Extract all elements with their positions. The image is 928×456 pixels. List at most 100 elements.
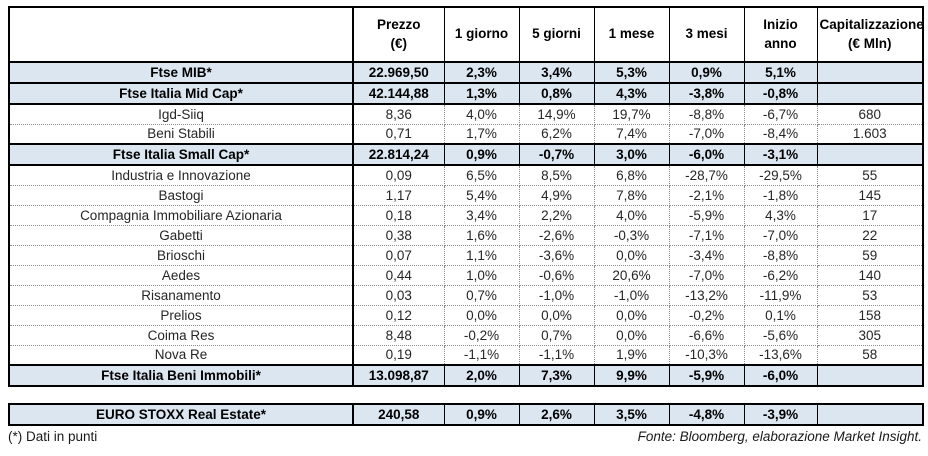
- cell-1-mese: 0,0%: [593, 324, 670, 346]
- eurostoxx-table: EURO STOXX Real Estate* 240,58 0,9% 2,6%…: [8, 403, 924, 426]
- cell-5-giorni: -0,6%: [518, 264, 595, 286]
- cell-5-giorni: 0,8%: [518, 82, 595, 105]
- cell-1-giorno: -0,2%: [443, 324, 520, 346]
- cell-1-giorno: 1,0%: [443, 264, 520, 286]
- cell-inizio-anno: -29,5%: [743, 164, 818, 186]
- cell-1-mese: 4,3%: [593, 82, 670, 105]
- cell-1-giorno: 5,4%: [443, 184, 520, 206]
- cell-capitalizzazione: 53: [816, 284, 924, 306]
- table-row: Aedes 0,44 1,0% -0,6% 20,6% -7,0% -6,2% …: [8, 264, 924, 286]
- cell-3-mesi: -7,1%: [668, 224, 745, 246]
- header-row: Prezzo (€) 1 giorno 5 giorni 1 mese 3 mes…: [8, 6, 924, 63]
- cell-1-mese: 5,3%: [593, 61, 670, 84]
- cell-name: Risanamento: [8, 284, 354, 306]
- header-1-mese: 1 mese: [593, 6, 670, 63]
- cell-capitalizzazione: 158: [816, 304, 924, 326]
- table-row: Ftse Italia Beni Immobili* 13.098,87 2,0…: [8, 364, 924, 387]
- cell-name: Ftse Italia Small Cap*: [8, 143, 354, 166]
- cell-capitalizzazione: 55: [816, 164, 924, 186]
- cell-inizio-anno: -7,0%: [743, 224, 818, 246]
- cell-capitalizzazione: 680: [816, 103, 924, 125]
- cell-5-giorni: 3,4%: [518, 61, 595, 84]
- cell-5-giorni: 4,9%: [518, 184, 595, 206]
- cell-3-mesi: -7,0%: [668, 264, 745, 286]
- cell-3-mesi: -3,8%: [668, 82, 745, 105]
- cell-1-mese: -0,3%: [593, 224, 670, 246]
- table-row: Igd-Siiq 8,36 4,0% 14,9% 19,7% -8,8% -6,…: [8, 103, 924, 125]
- cell-inizio-anno: -8,8%: [743, 244, 818, 266]
- cell-1-mese: -1,0%: [593, 284, 670, 306]
- header-name: [8, 6, 354, 63]
- cell-name: Prelios: [8, 304, 354, 326]
- cell-3-mesi: -5,9%: [668, 364, 745, 387]
- cell-3-mesi: -7,0%: [668, 123, 745, 145]
- cell-name: Industria e Innovazione: [8, 164, 354, 186]
- cell-inizio-anno: -5,6%: [743, 324, 818, 346]
- cell-1-mese: 7,8%: [593, 184, 670, 206]
- cell-1-giorno: -1,1%: [443, 344, 520, 366]
- cell-name: EURO STOXX Real Estate*: [8, 403, 354, 426]
- cell-3-mesi: -13,2%: [668, 284, 745, 306]
- cell-3-mesi: -10,3%: [668, 344, 745, 366]
- cell-5-giorni: 14,9%: [518, 103, 595, 125]
- table-row: Beni Stabili 0,71 1,7% 6,2% 7,4% -7,0% -…: [8, 123, 924, 145]
- cell-1-mese: 9,9%: [593, 364, 670, 387]
- cell-prezzo: 0,44: [352, 264, 445, 286]
- cell-prezzo: 0,19: [352, 344, 445, 366]
- cell-3-mesi: -5,9%: [668, 204, 745, 226]
- cell-capitalizzazione: [816, 82, 924, 105]
- cell-inizio-anno: 5,1%: [743, 61, 818, 84]
- cell-capitalizzazione: [816, 143, 924, 166]
- cell-1-mese: 0,0%: [593, 304, 670, 326]
- cell-1-mese: 3,0%: [593, 143, 670, 166]
- cell-3-mesi: -0,2%: [668, 304, 745, 326]
- table-row: Ftse Italia Mid Cap* 42.144,88 1,3% 0,8%…: [8, 82, 924, 105]
- cell-5-giorni: 2,6%: [518, 403, 595, 426]
- cell-inizio-anno: -1,8%: [743, 184, 818, 206]
- header-capitalizzazione-line2: (€ Mln): [848, 35, 892, 51]
- cell-name: Compagnia Immobiliare Azionaria: [8, 204, 354, 226]
- cell-1-giorno: 1,1%: [443, 244, 520, 266]
- header-prezzo: Prezzo (€): [352, 6, 445, 63]
- cell-inizio-anno: -3,1%: [743, 143, 818, 166]
- cell-name: Nova Re: [8, 344, 354, 366]
- cell-prezzo: 240,58: [352, 403, 445, 426]
- cell-prezzo: 0,03: [352, 284, 445, 306]
- cell-5-giorni: -1,1%: [518, 344, 595, 366]
- cell-prezzo: 42.144,88: [352, 82, 445, 105]
- cell-5-giorni: 0,7%: [518, 324, 595, 346]
- table-header: Prezzo (€) 1 giorno 5 giorni 1 mese 3 mes…: [8, 6, 924, 63]
- cell-5-giorni: -3,6%: [518, 244, 595, 266]
- cell-3-mesi: -2,1%: [668, 184, 745, 206]
- cell-5-giorni: 0,0%: [518, 304, 595, 326]
- cell-1-giorno: 2,0%: [443, 364, 520, 387]
- cell-capitalizzazione: 58: [816, 344, 924, 366]
- cell-capitalizzazione: 145: [816, 184, 924, 206]
- cell-3-mesi: -6,0%: [668, 143, 745, 166]
- table-row: Ftse MIB* 22.969,50 2,3% 3,4% 5,3% 0,9% …: [8, 61, 924, 84]
- market-table-body: Ftse MIB* 22.969,50 2,3% 3,4% 5,3% 0,9% …: [8, 61, 924, 387]
- cell-prezzo: 22.814,24: [352, 143, 445, 166]
- footer: (*) Dati in punti Fonte: Bloomberg, elab…: [8, 429, 922, 444]
- cell-3-mesi: 0,9%: [668, 61, 745, 84]
- cell-name: Ftse MIB*: [8, 61, 354, 84]
- cell-1-giorno: 0,9%: [443, 403, 520, 426]
- cell-name: Ftse Italia Mid Cap*: [8, 82, 354, 105]
- cell-capitalizzazione: 17: [816, 204, 924, 226]
- cell-name: Brioschi: [8, 244, 354, 266]
- cell-1-giorno: 4,0%: [443, 103, 520, 125]
- cell-capitalizzazione: [816, 403, 924, 426]
- cell-capitalizzazione: 1.603: [816, 123, 924, 145]
- cell-3-mesi: -3,4%: [668, 244, 745, 266]
- header-capitalizzazione: Capitalizzazione (€ Mln): [816, 6, 924, 63]
- cell-1-giorno: 0,7%: [443, 284, 520, 306]
- header-inizio-anno: Inizio anno: [743, 6, 818, 63]
- cell-prezzo: 0,12: [352, 304, 445, 326]
- cell-3-mesi: -4,8%: [668, 403, 745, 426]
- source-credit: Fonte: Bloomberg, elaborazione Market In…: [637, 429, 922, 444]
- cell-prezzo: 22.969,50: [352, 61, 445, 84]
- cell-capitalizzazione: [816, 61, 924, 84]
- cell-capitalizzazione: 305: [816, 324, 924, 346]
- cell-1-mese: 6,8%: [593, 164, 670, 186]
- cell-1-giorno: 3,4%: [443, 204, 520, 226]
